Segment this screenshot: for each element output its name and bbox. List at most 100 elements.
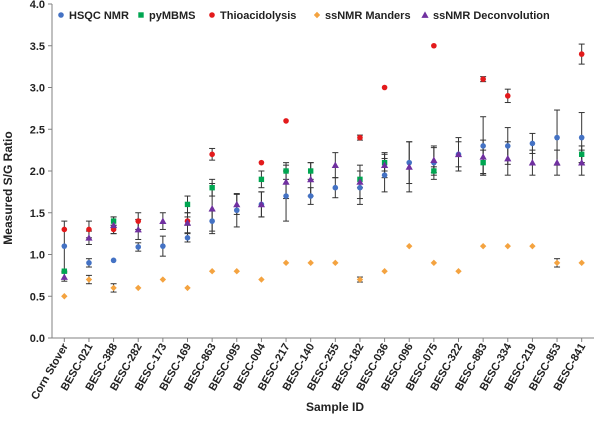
data-point-hsqc-nmr [578,134,585,141]
data-point-ssnmr-manders [85,276,93,283]
data-point-ssnmr-manders [258,276,265,283]
data-point-ssnmr-manders [430,259,438,267]
y-tick-label: 3.0 [30,83,45,95]
data-point-ssnmr-manders [553,259,561,267]
data-point-ssnmr-manders [135,284,142,292]
legend-label: Thioacidolysis [220,10,296,22]
data-point-ssnmr-deconvolution [380,161,389,169]
data-point-hsqc-nmr [480,143,486,149]
data-point-hsqc-nmr [160,243,166,249]
data-point-ssnmr-deconvolution [528,159,537,166]
data-point-ssnmr-deconvolution [159,217,167,224]
data-point-ssnmr-deconvolution [233,200,241,208]
x-axis-title: Sample ID [306,400,364,414]
y-tick-label: 2.5 [30,124,45,136]
data-point-ssnmr-deconvolution [479,153,487,160]
data-point-hsqc-nmr [406,159,413,166]
data-point-hsqc-nmr [233,207,240,214]
data-point-ssnmr-deconvolution [504,154,512,162]
data-point-thioacidolysis [86,226,92,233]
data-point-ssnmr-manders [332,259,339,267]
data-point-pymbms [258,176,265,183]
data-point-ssnmr-manders [356,276,364,283]
data-point-hsqc-nmr [504,143,511,149]
y-tick-label: 4.0 [30,0,45,11]
legend-marker-ssnmr-deconvolution [421,11,429,18]
legend-label: HSQC NMR [69,10,129,22]
data-point-hsqc-nmr [184,235,191,241]
data-point-ssnmr-deconvolution [85,234,93,241]
legend-marker-hsqc-nmr [58,12,64,18]
data-point-ssnmr-manders [479,242,487,250]
data-point-pymbms [184,201,191,208]
data-point-thioacidolysis [283,118,289,124]
legend-item-ssnmr-deconvolution: ssNMR Deconvolution [421,10,550,22]
data-point-thioacidolysis [135,218,142,224]
data-point-ssnmr-deconvolution [183,219,192,226]
legend-item-thioacidolysis: Thioacidolysis [209,10,296,22]
data-point-thioacidolysis [357,134,363,141]
data-point-pymbms [480,159,486,166]
y-tick-label: 1.0 [30,250,45,262]
data-point-ssnmr-manders [529,242,536,250]
data-point-hsqc-nmr [110,257,117,264]
legend-marker-thioacidolysis [209,12,215,18]
data-point-ssnmr-deconvolution [208,204,216,212]
data-point-hsqc-nmr [307,193,314,199]
data-point-hsqc-nmr [381,172,388,178]
data-point-ssnmr-manders [455,268,462,275]
data-point-thioacidolysis [480,76,486,82]
data-point-hsqc-nmr [332,184,339,191]
legend-marker-pymbms [138,12,144,18]
data-point-ssnmr-deconvolution [282,178,290,185]
y-tick-label: 0.0 [30,333,45,345]
data-point-thioacidolysis [431,42,437,49]
data-point-ssnmr-manders [233,268,240,275]
legend-label: ssNMR Manders [325,10,411,22]
data-point-ssnmr-manders [504,242,511,250]
data-point-pymbms [209,185,215,191]
data-point-thioacidolysis [61,226,68,233]
data-point-ssnmr-deconvolution [331,161,339,169]
data-point-hsqc-nmr [283,193,289,199]
data-point-pymbms [61,268,68,274]
data-point-pymbms [307,168,314,174]
data-point-hsqc-nmr [135,244,142,250]
data-point-ssnmr-manders [159,276,167,283]
data-point-thioacidolysis [578,51,585,57]
data-point-ssnmr-deconvolution [405,163,413,170]
legend-marker-ssnmr-manders [313,11,321,19]
data-point-hsqc-nmr [554,134,560,141]
y-tick-label: 1.5 [30,208,45,220]
data-point-ssnmr-deconvolution [60,273,68,280]
data-point-ssnmr-deconvolution [430,156,438,164]
data-point-ssnmr-manders [282,259,290,267]
y-tick-label: 2.0 [30,166,45,178]
data-point-thioacidolysis [504,93,511,99]
data-point-ssnmr-manders [578,259,585,267]
data-point-ssnmr-manders [406,242,413,250]
data-point-ssnmr-deconvolution [553,159,561,166]
data-point-ssnmr-deconvolution [578,159,586,166]
data-point-ssnmr-manders [208,268,216,275]
data-point-ssnmr-manders [110,284,117,292]
y-axis-title: Measured S/G Ratio [1,131,15,244]
data-point-pymbms [283,168,289,174]
data-point-thioacidolysis [209,151,215,158]
data-point-pymbms [578,151,585,157]
y-tick-label: 3.5 [30,41,45,53]
legend-label: ssNMR Deconvolution [433,10,550,22]
data-point-ssnmr-deconvolution [356,178,364,185]
legend-item-ssnmr-manders: ssNMR Manders [313,10,411,22]
legend-item-hsqc-nmr: HSQC NMR [58,10,129,22]
data-point-hsqc-nmr [529,140,536,147]
data-point-hsqc-nmr [209,218,215,224]
legend-item-pymbms: pyMBMS [138,10,195,22]
data-point-ssnmr-deconvolution [109,221,118,229]
data-point-hsqc-nmr [86,260,92,266]
data-point-hsqc-nmr [61,243,68,249]
data-point-ssnmr-deconvolution [257,200,266,208]
